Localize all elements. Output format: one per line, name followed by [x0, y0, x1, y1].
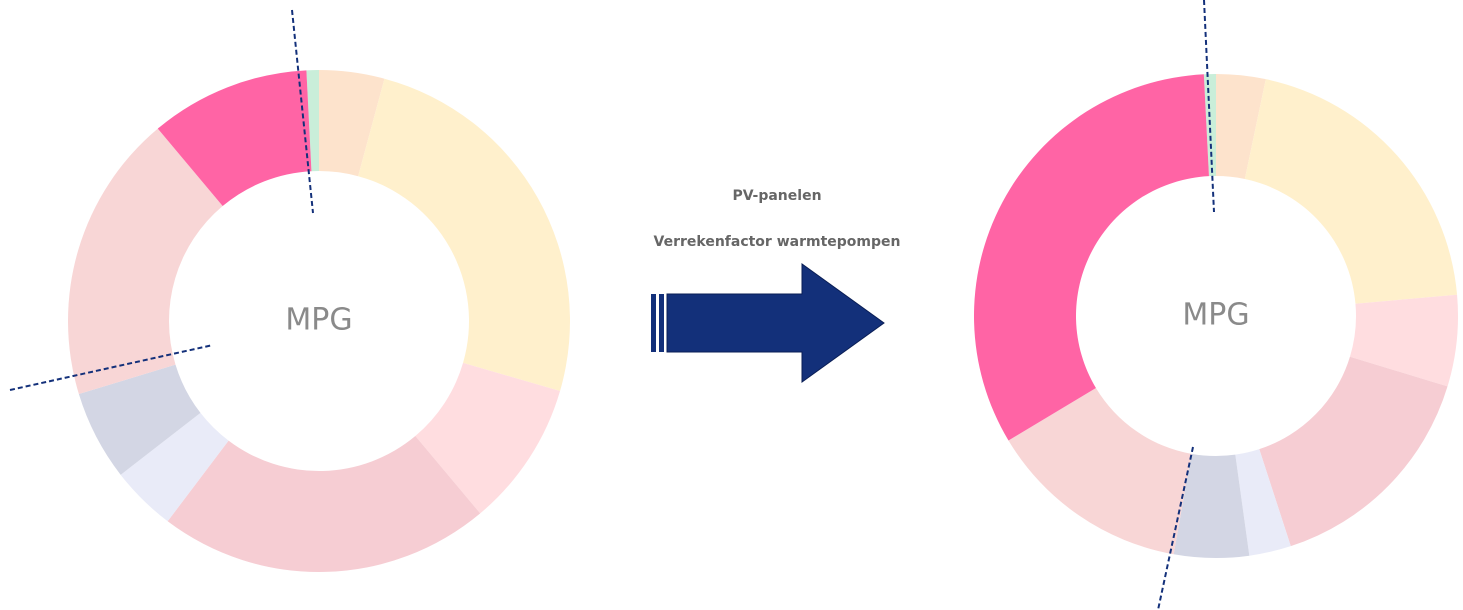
donut-segment	[1244, 79, 1458, 304]
donut-segment	[358, 78, 570, 392]
donut-segment	[1216, 74, 1266, 179]
dashed-line	[1157, 446, 1194, 610]
donut-chart: MPG	[68, 70, 570, 573]
donut-charts: MPG MPG	[68, 70, 1458, 573]
dashed-line	[9, 344, 214, 391]
donut-segment	[1259, 356, 1448, 547]
donut-segment	[68, 128, 223, 395]
arrow-stripe	[651, 294, 656, 352]
donut-segment	[415, 362, 561, 514]
donut-segment	[120, 412, 229, 522]
donut-segment	[78, 364, 201, 475]
dashed-line	[1203, 0, 1215, 213]
center-label: MPG	[285, 303, 352, 338]
arrow-stripe	[659, 294, 664, 352]
center-label: MPG	[1182, 298, 1249, 333]
donut-segment	[1203, 74, 1216, 177]
arrow	[651, 263, 885, 383]
donut-segment	[157, 70, 312, 207]
dashed-line	[291, 9, 314, 214]
arrow-label: PV-panelen	[732, 188, 821, 204]
donut-segment	[1349, 294, 1458, 387]
donut-chart: MPG	[974, 74, 1458, 558]
arrow-body	[666, 263, 885, 383]
donut-segment	[1008, 388, 1192, 555]
arrow-label: Verrekenfactor warmtepompen	[654, 234, 901, 250]
donut-segment	[1235, 449, 1291, 556]
donut-segment	[306, 70, 319, 172]
donut-segment	[1173, 453, 1250, 558]
donut-segment	[167, 435, 481, 573]
donut-segment	[319, 70, 385, 177]
donut-segment	[974, 74, 1209, 441]
